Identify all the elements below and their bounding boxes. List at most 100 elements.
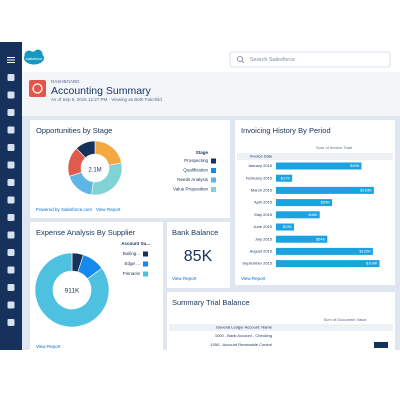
- dashboard-subtitle: As of Sep 9, 2015 12:27 PM · Viewing as …: [51, 97, 162, 102]
- nav-icon[interactable]: [7, 214, 15, 221]
- axis-title: Sum of Document Value: [323, 317, 367, 322]
- view-report-link[interactable]: View Report: [96, 207, 121, 212]
- column-title: Invoice Date: [250, 154, 273, 159]
- bar-value-label: $90K: [350, 163, 360, 168]
- sidebar-icons: [7, 57, 15, 326]
- bar-value-label: $102K: [359, 248, 371, 253]
- legend-swatch: [143, 261, 148, 267]
- row-label: August 2015: [250, 248, 273, 253]
- search-icon: [236, 56, 243, 63]
- menu-icon[interactable]: [7, 59, 15, 61]
- legend-label: Qualification: [183, 168, 208, 173]
- metric-value: 85K: [184, 248, 213, 265]
- sidebar: [0, 42, 22, 350]
- legend-swatch: [143, 271, 148, 277]
- nav-icon[interactable]: [7, 109, 15, 116]
- bar: [276, 223, 295, 231]
- card-title: Invoicing History By Period: [241, 126, 331, 135]
- nav-icon[interactable]: [7, 284, 15, 291]
- logo-text: salesforce: [26, 57, 42, 61]
- dashboard-label: DASHBOARD: [51, 79, 80, 84]
- legend-label: Prospecting: [184, 158, 208, 163]
- bar: [276, 260, 380, 268]
- nav-icon[interactable]: [7, 249, 15, 256]
- bar-value-label: $46K: [308, 212, 318, 217]
- bar: [276, 235, 328, 243]
- bar: [276, 199, 333, 207]
- row-label: 1000 - Bank Account - Checking: [215, 333, 272, 338]
- nav-icon[interactable]: [7, 179, 15, 186]
- bar: [276, 186, 374, 194]
- donut-center-label: 2.1M: [88, 168, 101, 174]
- card-title: Summary Trial Balance: [172, 298, 250, 307]
- nav-icon[interactable]: [7, 196, 15, 204]
- legend-label: Edge ...: [124, 261, 140, 266]
- row-label: April 2015: [254, 200, 273, 205]
- legend-label: Builing...: [123, 251, 140, 256]
- nav-icon[interactable]: [7, 161, 15, 169]
- legend-swatch: [211, 168, 216, 173]
- nav-icon[interactable]: [7, 144, 15, 151]
- legend-label: Pinnacle: [123, 271, 141, 276]
- bar: [276, 174, 293, 182]
- legend-swatch: [211, 158, 216, 164]
- search-icon: [241, 60, 245, 64]
- column-title: General Ledger Account: Name: [216, 325, 273, 330]
- row-label: July 2015: [255, 236, 273, 241]
- card: [167, 292, 395, 350]
- row-label: June 2015: [253, 224, 272, 229]
- row-label: March 2015: [251, 187, 273, 192]
- row-label: January 2015: [248, 163, 273, 168]
- menu-icon[interactable]: [7, 62, 15, 63]
- nav-icon[interactable]: [7, 126, 15, 134]
- bar: [276, 162, 362, 170]
- donut-segment: [34, 252, 110, 328]
- view-report-link[interactable]: View Report: [241, 276, 266, 281]
- bar: [276, 247, 373, 255]
- bar-value-label: $19K: [283, 224, 293, 229]
- card: [167, 222, 230, 288]
- row-label: May 2015: [254, 212, 272, 217]
- nav-icon[interactable]: [7, 266, 15, 274]
- card-title: Expense Analysis By Supplier: [36, 228, 136, 237]
- logo: salesforce: [24, 49, 44, 65]
- logo-cloud: [33, 49, 43, 59]
- row-label: 1050 - Account Receivable Control: [210, 342, 272, 347]
- dashboard-icon: [32, 83, 43, 94]
- view-report-link[interactable]: View Report: [36, 344, 61, 349]
- bar: [276, 211, 320, 219]
- nav-icon[interactable]: [7, 301, 15, 309]
- dashboard-icon: [29, 80, 46, 97]
- menu-icon[interactable]: [7, 57, 15, 58]
- legend-swatch: [143, 251, 148, 257]
- footer-text: Powered by Salesforce.com: [36, 207, 92, 212]
- card-title: Opportunities by Stage: [36, 126, 112, 135]
- nav-icon[interactable]: [7, 319, 15, 326]
- row-label: February 2015: [246, 175, 273, 180]
- view-report-link[interactable]: View Report: [172, 276, 197, 281]
- table-header: [169, 324, 393, 331]
- card-title: Bank Balance: [172, 228, 218, 237]
- bar-value-label: $17K: [281, 175, 291, 180]
- bar-value-label: $54K: [316, 236, 326, 241]
- bar-value-label: $109K: [366, 261, 378, 266]
- legend-title: Account Su...: [121, 241, 150, 246]
- dashboard-title: Accounting Summary: [51, 85, 152, 97]
- legend-label: Value Proposition: [173, 187, 208, 192]
- donut-segment: [76, 140, 96, 159]
- legend-swatch: [211, 177, 216, 183]
- table-header: [237, 153, 393, 160]
- bar: [374, 342, 388, 348]
- card: [30, 120, 230, 218]
- nav-icon[interactable]: [7, 231, 15, 239]
- legend-title: Stage: [196, 150, 209, 155]
- nav-icon[interactable]: [7, 91, 15, 99]
- axis-title: Sum of Invoice Total: [316, 145, 352, 150]
- nav-icon[interactable]: [7, 74, 15, 81]
- bar-value-label: $103K: [360, 187, 372, 192]
- legend-swatch: [211, 187, 216, 192]
- search-box[interactable]: [229, 51, 391, 68]
- legend-label: Needs Analysis: [177, 177, 209, 182]
